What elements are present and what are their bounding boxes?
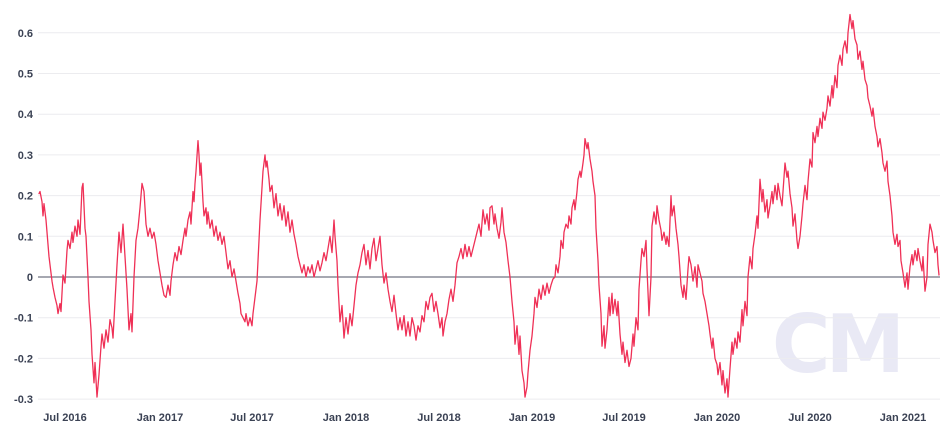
x-tick-label: Jan 2021 [880,412,926,424]
y-axis-labels: 0.6 0.5 0.4 0.3 0.2 0.1 0 -0.1 -0.2 -0.3 [14,28,34,406]
x-tick-label: Jul 2020 [788,412,831,424]
coinmetrics-watermark-logo: CM [772,298,900,391]
y-tick-label: 0.5 [18,69,33,81]
x-axis-labels: Jul 2016 Jan 2017 Jul 2017 Jan 2018 Jul 2018… [43,412,926,424]
y-tick-label: 0 [27,272,33,284]
y-tick-label: 0.1 [18,231,33,243]
y-gridlines [38,32,940,400]
x-tick-label: Jul 2019 [602,412,645,424]
series-line [38,13,940,398]
y-tick-label: -0.2 [14,353,33,365]
y-tick-label: -0.1 [14,313,33,325]
data-series [38,13,940,398]
x-tick-label: Jul 2018 [417,412,460,424]
x-tick-label: Jan 2019 [509,412,555,424]
y-tick-label: 0.6 [18,28,33,40]
x-tick-label: Jan 2017 [137,412,183,424]
x-tick-label: Jul 2016 [43,412,86,424]
x-tick-label: Jan 2018 [323,412,369,424]
x-tick-label: Jan 2020 [694,412,740,424]
y-tick-label: 0.2 [18,191,33,203]
x-tick-label: Jul 2017 [230,412,273,424]
y-tick-label: -0.3 [14,394,33,406]
y-tick-label: 0.3 [18,150,33,162]
y-tick-label: 0.4 [18,109,34,121]
